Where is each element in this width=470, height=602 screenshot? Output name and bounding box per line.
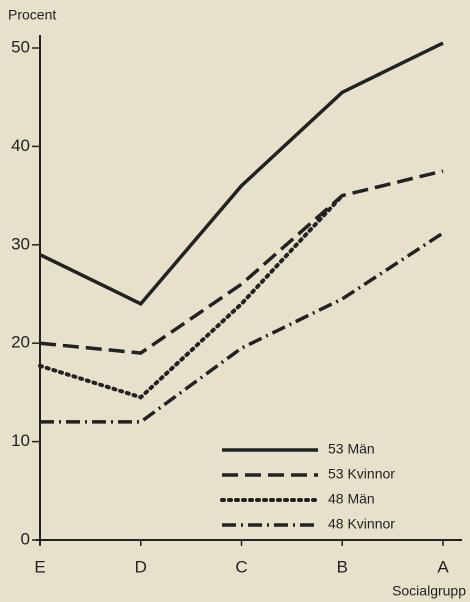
x-axis-label: Socialgrupp [392,583,466,599]
y-tick-label: 20 [11,333,30,352]
legend-label: 53 Kvinnor [328,466,395,482]
series-line [40,231,444,424]
y-tick-label: 50 [11,37,30,56]
y-tick-label: 40 [11,136,30,155]
series-line [39,169,444,355]
legend-label: 48 Kvinnor [328,516,395,532]
x-tick-label: B [337,557,348,576]
series-line [39,41,444,307]
y-axis-label: Procent [8,7,56,23]
y-tick-label: 0 [21,529,30,548]
y-tick-label: 10 [11,431,30,450]
x-tick-label: E [34,557,45,576]
legend-label: 48 Män [328,491,375,507]
series-line [38,193,345,400]
x-tick-label: A [437,557,449,576]
x-tick-label: D [135,557,147,576]
x-tick-label: C [235,557,247,576]
legend-label: 53 Män [328,441,375,457]
y-tick-label: 30 [11,234,30,253]
